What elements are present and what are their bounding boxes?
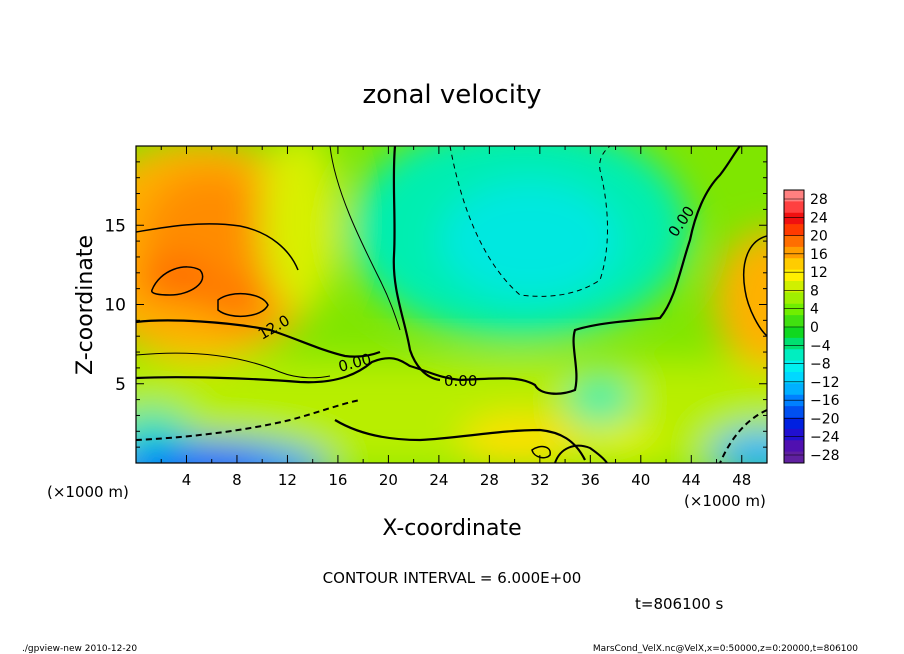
colorbar-swatch xyxy=(784,394,804,407)
field-bottom-left-core xyxy=(136,448,270,463)
colorbar-label: −28 xyxy=(810,448,840,464)
plot-area xyxy=(136,146,767,463)
colorbar-swatch xyxy=(784,417,804,430)
y-axis-ticks: 5 10 15 xyxy=(104,161,767,448)
x-unit-left: (×1000 m) xyxy=(47,483,129,501)
colorbar-label: −12 xyxy=(810,375,840,391)
field-bottom-yellow xyxy=(460,415,580,463)
field-left-max xyxy=(136,258,215,302)
contour-thin-lower xyxy=(136,352,331,379)
x-axis-label: X-coordinate xyxy=(382,516,521,541)
field-left-max-2 xyxy=(205,285,275,321)
colorbar-labels: 28 24 20 16 12 8 4 0 −4 −8 −12 −16 −20 −24 −28 xyxy=(784,192,840,464)
x-unit-right: (×1000 m) xyxy=(684,492,766,510)
colorbar-swatch xyxy=(784,201,804,214)
colorbar-swatch xyxy=(784,360,804,373)
colorbar-label: 12 xyxy=(810,265,828,281)
colorbar-swatch xyxy=(784,315,804,327)
field-bottom-yellow-2 xyxy=(580,420,660,460)
field-upper-green xyxy=(260,146,340,310)
colorbar-swatch xyxy=(784,451,804,464)
colorbar-swatch xyxy=(784,372,804,384)
colorbar-swatch xyxy=(784,326,804,339)
colorbar-swatch xyxy=(784,224,804,236)
contour-right xyxy=(743,235,767,337)
y-tick-label: 5 xyxy=(115,375,126,395)
colorbar-swatch xyxy=(784,440,804,453)
field-colors xyxy=(136,146,767,463)
contour-neg-left xyxy=(136,399,361,441)
colorbar xyxy=(783,189,805,464)
contour-bottom-closed xyxy=(531,445,551,459)
colorbar-swatch xyxy=(784,337,804,350)
colorbar-swatch xyxy=(784,406,804,418)
colorbar-label: 0 xyxy=(810,320,819,336)
x-tick-label: 32 xyxy=(530,471,549,489)
colorbar-label: 24 xyxy=(810,210,828,226)
colorbar-label: 28 xyxy=(810,192,828,208)
contour-twelve xyxy=(136,319,381,358)
contour-closed-left xyxy=(151,266,204,296)
colorbar-swatch xyxy=(784,258,804,271)
x-tick-label: 20 xyxy=(379,471,398,489)
y-tick-label: 15 xyxy=(104,216,126,236)
colorbar-swatch xyxy=(784,235,804,248)
colorbar-label: −8 xyxy=(810,357,831,373)
chart-title: zonal velocity xyxy=(362,80,541,110)
contour-upper-left xyxy=(136,223,299,271)
x-axis-ticks: 4 8 12 16 20 24 28 32 36 40 44 48 xyxy=(160,146,751,489)
colorbar-label: −24 xyxy=(810,430,840,446)
footer-left: ./gpview-new 2010-12-20 xyxy=(22,644,137,654)
x-tick-label: 48 xyxy=(732,471,751,489)
contour-label-zero-2: 0.00 xyxy=(444,372,477,390)
x-tick-label: 8 xyxy=(232,471,242,489)
contour-zero-bottom xyxy=(334,419,586,461)
field-bottom-left-cyan xyxy=(136,410,190,450)
contour-zero-vertical xyxy=(392,146,441,382)
contour-neg-upper xyxy=(449,146,611,297)
colorbar-swatch xyxy=(784,246,804,259)
colorbar-swatch xyxy=(784,190,804,202)
x-tick-label: 12 xyxy=(278,471,297,489)
contour-thin-left xyxy=(329,146,401,331)
colorbar-label: 20 xyxy=(810,229,828,245)
colorbar-label: −16 xyxy=(810,393,840,409)
colorbar-frame xyxy=(783,189,805,464)
contours xyxy=(136,146,767,463)
x-tick-label: 16 xyxy=(328,471,347,489)
y-axis-label: Z-coordinate xyxy=(73,235,98,375)
contour-closed-left-2 xyxy=(217,293,269,317)
colorbar-label: 16 xyxy=(810,247,828,263)
time-label: t=806100 s xyxy=(635,595,723,613)
colorbar-swatch xyxy=(784,349,804,362)
x-tick-label: 36 xyxy=(581,471,600,489)
colorbar-swatch xyxy=(784,281,804,293)
footer-right: MarsCond_VelX.nc@VelX,x=0:50000,z=0:2000… xyxy=(593,644,858,654)
contour-zero-main xyxy=(136,146,741,395)
colorbar-swatch xyxy=(784,269,804,282)
contour-interval-annotation: CONTOUR INTERVAL = 6.000E+00 xyxy=(323,569,582,587)
x-tick-label: 4 xyxy=(182,471,192,489)
field-upper-cyan-core xyxy=(440,180,620,300)
colorbar-swatch xyxy=(784,212,804,225)
colorbar-swatch xyxy=(784,428,804,441)
colorbar-swatch xyxy=(784,383,804,396)
colorbar-label: −4 xyxy=(810,338,831,354)
x-tick-label: 24 xyxy=(429,471,448,489)
x-tick-label: 40 xyxy=(631,471,650,489)
y-tick-label: 10 xyxy=(104,296,126,316)
contour-bottom-bump xyxy=(554,444,608,463)
x-tick-label: 28 xyxy=(480,471,499,489)
colorbar-label: 4 xyxy=(810,302,819,318)
field-right-orange xyxy=(715,230,767,370)
x-tick-label: 44 xyxy=(682,471,701,489)
field-small-cyan xyxy=(570,375,630,425)
colorbar-label: −20 xyxy=(810,411,840,427)
colorbar-swatch xyxy=(784,292,804,305)
colorbar-label: 8 xyxy=(810,283,819,299)
contour-neg-right xyxy=(719,409,767,463)
colorbar-swatch xyxy=(784,303,804,316)
